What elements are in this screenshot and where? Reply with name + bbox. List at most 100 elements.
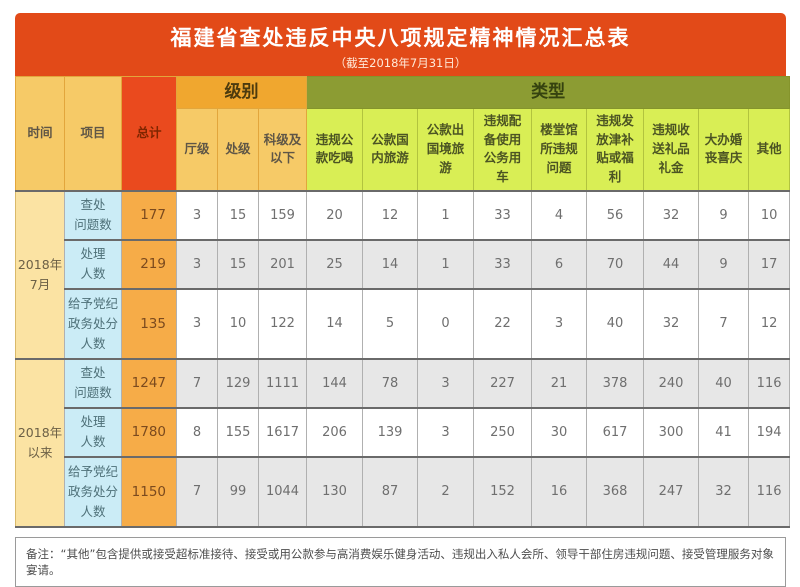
data-cell: 56 [586, 189, 645, 241]
data-cell: 1 [417, 189, 475, 241]
data-cell: 4 [531, 189, 588, 241]
data-cell: 1111 [257, 357, 308, 409]
total-cell: 1247 [121, 357, 177, 409]
item-cell: 给予党纪 政务处分 人数 [64, 287, 122, 360]
data-cell: 227 [473, 357, 533, 409]
data-cell: 41 [698, 406, 750, 458]
data-cell: 139 [362, 406, 419, 458]
data-cell: 1 [417, 238, 475, 290]
data-cell: 247 [643, 455, 700, 528]
footnote-text: 备注：“其他”包含提供或接受超标准接待、接受或用公款参与高消费娱乐健身活动、违规… [26, 546, 774, 577]
data-cell: 10 [217, 287, 259, 360]
data-cell: 99 [217, 455, 259, 528]
data-cell: 130 [306, 455, 364, 528]
data-cell: 116 [748, 455, 791, 528]
data-cell: 617 [586, 406, 645, 458]
footnote: 备注：“其他”包含提供或接受超标准接待、接受或用公款参与高消费娱乐健身活动、违规… [15, 536, 786, 587]
col-header-type-gifts: 违规收 送礼品 礼金 [643, 108, 700, 191]
data-cell: 3 [176, 238, 218, 290]
data-cell: 40 [586, 287, 645, 360]
group-header-level: 级别 [175, 76, 308, 109]
data-cell: 194 [748, 406, 791, 458]
data-cell: 300 [643, 406, 700, 458]
data-cell: 3 [176, 287, 218, 360]
data-cell: 70 [586, 238, 645, 290]
data-cell: 6 [531, 238, 588, 290]
group-header-type: 类型 [306, 76, 791, 109]
total-cell: 177 [121, 189, 177, 241]
col-header-type-buildings: 楼堂馆 所违规 问题 [531, 108, 588, 191]
data-cell: 10 [748, 189, 791, 241]
data-cell: 129 [217, 357, 259, 409]
period-cell: 2018年 7月 [15, 189, 65, 360]
data-cell: 15 [217, 189, 259, 241]
total-cell: 135 [121, 287, 177, 360]
data-cell: 40 [698, 357, 750, 409]
data-cell: 33 [473, 189, 533, 241]
col-header-type-abroad-travel: 公款出 国境旅 游 [417, 108, 475, 191]
data-cell: 30 [531, 406, 588, 458]
data-cell: 1617 [257, 406, 308, 458]
data-cell: 32 [643, 287, 700, 360]
item-cell: 给予党纪 政务处分 人数 [64, 455, 122, 528]
col-header-level-chu: 处级 [217, 108, 259, 191]
data-cell: 21 [531, 357, 588, 409]
total-cell: 1780 [121, 406, 177, 458]
header-columns-row: 厅级 处级 科级及 以下 违规公 款吃喝 公款国 内旅游 公款出 国境旅 游 违… [16, 108, 791, 191]
data-cell: 5 [362, 287, 419, 360]
data-cell: 1044 [257, 455, 308, 528]
col-header-type-allowances: 违规发 放津补 贴或福 利 [586, 108, 645, 191]
col-header-type-eating: 违规公 款吃喝 [306, 108, 364, 191]
data-cell: 240 [643, 357, 700, 409]
data-cell: 25 [306, 238, 364, 290]
data-cell: 201 [257, 238, 308, 290]
data-cell: 122 [257, 287, 308, 360]
item-cell: 处理 人数 [64, 238, 122, 290]
page-subtitle: （截至2018年7月31日） [334, 56, 467, 70]
data-cell: 9 [698, 238, 750, 290]
data-cell: 206 [306, 406, 364, 458]
data-cell: 3 [531, 287, 588, 360]
period-cell: 2018年 以来 [15, 357, 65, 528]
data-cell: 12 [748, 287, 791, 360]
data-cell: 14 [362, 238, 419, 290]
data-cell: 9 [698, 189, 750, 241]
total-cell: 1150 [121, 455, 177, 528]
item-cell: 查处 问题数 [64, 189, 122, 241]
data-cell: 2 [417, 455, 475, 528]
data-cell: 368 [586, 455, 645, 528]
data-cell: 44 [643, 238, 700, 290]
data-cell: 7 [698, 287, 750, 360]
data-cell: 7 [176, 455, 218, 528]
col-header-type-official-cars: 违规配 备使用 公务用 车 [473, 108, 533, 191]
data-cell: 144 [306, 357, 364, 409]
data-cell: 8 [176, 406, 218, 458]
col-header-type-ceremonies: 大办婚 丧喜庆 [698, 108, 750, 191]
data-cell: 14 [306, 287, 364, 360]
col-header-type-other: 其他 [748, 108, 791, 191]
data-cell: 32 [643, 189, 700, 241]
data-cell: 22 [473, 287, 533, 360]
data-cell: 0 [417, 287, 475, 360]
data-cell: 152 [473, 455, 533, 528]
data-cell: 15 [217, 238, 259, 290]
data-cell: 12 [362, 189, 419, 241]
data-cell: 87 [362, 455, 419, 528]
col-header-type-domestic-travel: 公款国 内旅游 [362, 108, 419, 191]
data-cell: 17 [748, 238, 791, 290]
table-row: 2018年 以来 查处 问题数 1247 7 129 1111 144 78 3… [15, 357, 791, 528]
col-header-time: 时间 [15, 76, 65, 191]
data-cell: 159 [257, 189, 308, 241]
data-cell: 378 [586, 357, 645, 409]
item-cell: 处理 人数 [64, 406, 122, 458]
data-cell: 116 [748, 357, 791, 409]
summary-table: 时间 项目 总计 级别 类型 厅级 处级 科级及 以下 违规公 款吃喝 公款国 … [15, 76, 791, 528]
table-row: 给予党纪 政务处分 人数 135 3 10 122 14 5 0 22 3 40… [16, 287, 791, 360]
data-cell: 7 [176, 357, 218, 409]
table-row: 处理 人数 219 3 15 201 25 14 1 33 6 70 44 9 … [16, 238, 791, 290]
data-cell: 33 [473, 238, 533, 290]
title-banner: 福建省查处违反中央八项规定精神情况汇总表 （截至2018年7月31日） [15, 13, 786, 76]
total-cell: 219 [121, 238, 177, 290]
data-cell: 3 [176, 189, 218, 241]
